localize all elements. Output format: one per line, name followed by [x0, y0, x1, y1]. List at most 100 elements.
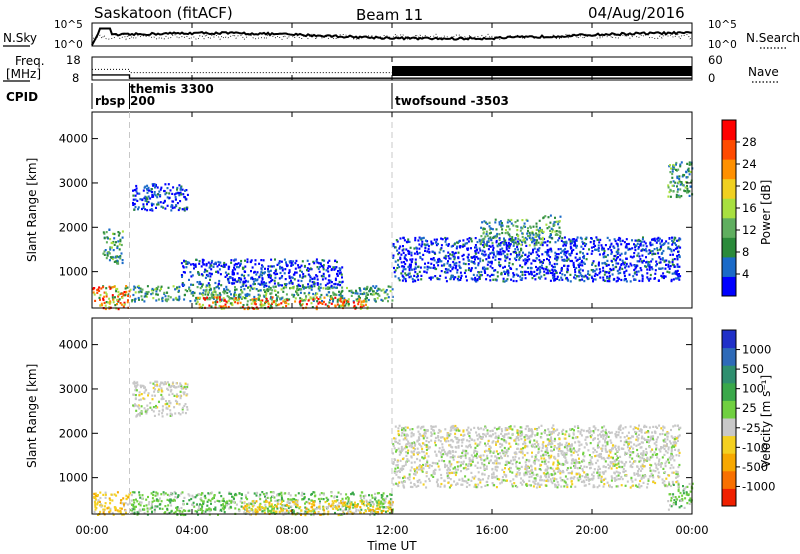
- power-pixel: [447, 268, 450, 271]
- colorbar-tick-label: 4: [742, 267, 749, 281]
- velocity-pixel: [640, 485, 643, 488]
- velocity-pixel: [421, 470, 424, 473]
- velocity-pixel: [375, 512, 378, 515]
- velocity-pixel: [128, 493, 131, 496]
- power-pixel: [300, 264, 303, 267]
- velocity-pixel: [389, 506, 392, 509]
- power-pixel: [260, 259, 263, 262]
- power-pixel: [609, 246, 611, 249]
- power-pixel: [372, 285, 375, 288]
- power-pixel: [134, 300, 136, 303]
- velocity-pixel: [475, 456, 478, 459]
- power-pixel: [584, 238, 587, 241]
- velocity-pixel: [93, 492, 96, 495]
- power-pixel: [140, 290, 143, 294]
- velocity-pixel: [250, 508, 253, 511]
- power-pixel: [280, 288, 283, 291]
- power-pixel: [338, 271, 341, 274]
- power-pixel: [302, 275, 305, 278]
- power-pixel: [100, 287, 103, 290]
- power-pixel: [282, 300, 285, 303]
- velocity-pixel: [376, 511, 379, 514]
- power-pixel: [645, 265, 648, 268]
- power-pixel: [157, 203, 160, 206]
- power-pixel: [231, 282, 234, 285]
- power-pixel: [598, 261, 600, 264]
- colorbar-cell: [722, 120, 736, 141]
- power-pixel: [290, 279, 292, 282]
- velocity-pixel: [603, 483, 606, 486]
- velocity-pixel: [156, 505, 159, 508]
- power-pixel: [414, 236, 417, 240]
- power-pixel: [501, 247, 504, 250]
- power-pixel: [641, 254, 644, 257]
- power-pixel: [448, 257, 451, 260]
- power-pixel: [270, 302, 273, 305]
- power-pixel: [422, 253, 425, 256]
- power-pixel: [482, 253, 485, 256]
- power-pixel: [283, 272, 286, 275]
- power-pixel: [246, 303, 249, 306]
- velocity-pixel: [130, 494, 133, 497]
- power-pixel: [258, 296, 261, 299]
- velocity-pixel: [169, 491, 172, 495]
- power-pixel: [339, 271, 342, 274]
- velocity-pixel: [369, 509, 372, 512]
- power-pixel: [321, 275, 324, 278]
- velocity-pixel: [484, 484, 487, 487]
- power-pixel: [542, 238, 544, 241]
- power-pixel: [510, 222, 513, 225]
- power-pixel: [401, 279, 404, 282]
- velocity-pixel: [290, 505, 293, 508]
- power-pixel: [427, 245, 430, 248]
- power-pixel: [640, 249, 643, 252]
- power-pixel: [669, 171, 672, 174]
- power-pixel: [228, 297, 231, 300]
- velocity-pixel: [522, 442, 525, 446]
- velocity-pixel: [210, 491, 213, 494]
- velocity-pixel: [278, 494, 281, 497]
- power-pixel: [676, 254, 679, 258]
- velocity-pixel: [168, 494, 171, 497]
- power-pixel: [511, 236, 514, 239]
- power-pixel: [554, 251, 557, 254]
- power-pixel: [272, 286, 275, 289]
- power-pixel: [235, 266, 238, 269]
- power-pixel: [154, 288, 157, 291]
- power-pixel: [563, 264, 565, 267]
- velocity-pixel: [562, 428, 565, 431]
- velocity-pixel: [467, 467, 470, 470]
- velocity-pixel: [282, 509, 285, 512]
- velocity-pixel: [615, 475, 618, 478]
- velocity-pixel: [416, 451, 419, 454]
- velocity-pixel: [432, 475, 435, 478]
- velocity-pixel: [380, 500, 383, 503]
- power-pixel: [664, 275, 667, 278]
- power-pixel: [426, 250, 429, 253]
- power-pixel: [98, 289, 101, 292]
- velocity-pixel: [345, 504, 348, 508]
- power-pixel: [382, 288, 385, 291]
- velocity-pixel: [258, 504, 261, 507]
- power-pixel: [269, 265, 272, 268]
- velocity-pixel: [327, 510, 330, 513]
- velocity-pixel: [558, 442, 561, 445]
- power-pixel: [242, 296, 245, 299]
- power-pixel: [515, 251, 518, 254]
- power-pixel: [626, 243, 628, 246]
- power-pixel: [444, 255, 447, 258]
- power-pixel: [216, 300, 219, 304]
- velocity-pixel: [640, 477, 643, 481]
- velocity-pixel: [123, 503, 125, 506]
- velocity-pixel: [667, 432, 670, 435]
- power-pixel: [322, 275, 325, 278]
- power-pixel: [301, 276, 304, 279]
- power-pixel: [546, 240, 549, 243]
- power-pixel: [651, 253, 654, 256]
- power-pixel: [365, 291, 368, 295]
- velocity-pixel: [547, 460, 550, 464]
- power-pixel: [347, 303, 350, 306]
- velocity-pixel: [268, 509, 271, 513]
- power-pixel: [488, 228, 491, 231]
- velocity-pixel: [425, 445, 428, 448]
